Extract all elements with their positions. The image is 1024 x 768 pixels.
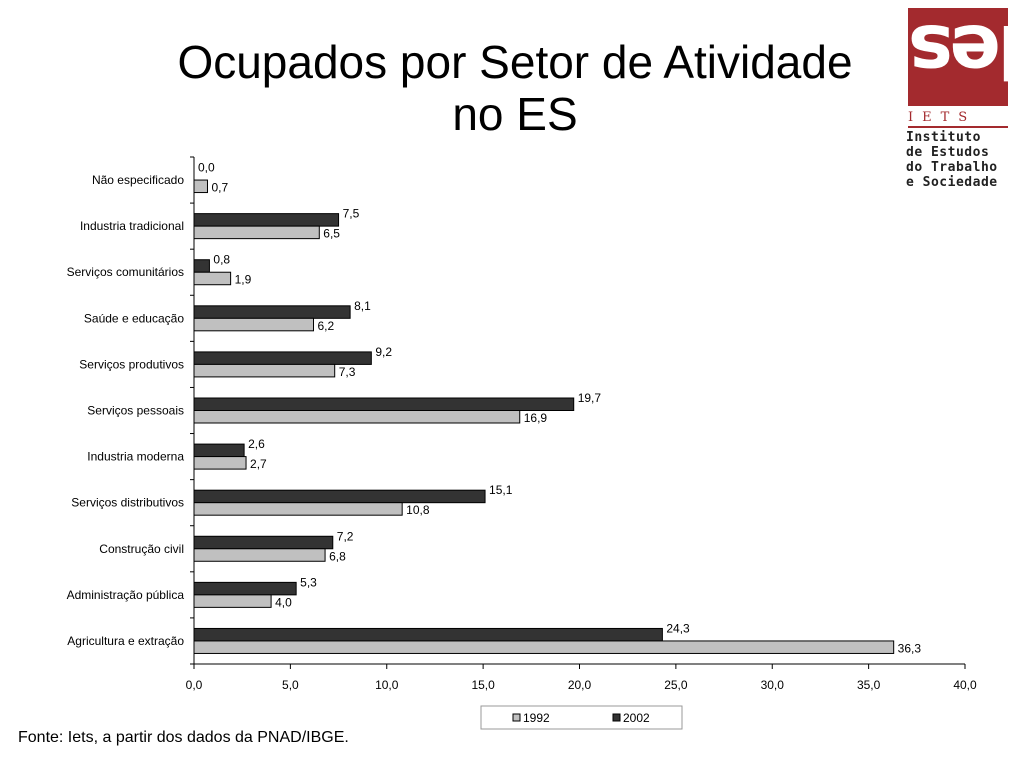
data-label-2002: 7,5 — [343, 207, 360, 221]
x-tick-label: 25,0 — [664, 678, 688, 692]
bar-2002 — [193, 351, 372, 365]
data-label-2002: 19,7 — [578, 391, 602, 405]
data-label-1992: 7,3 — [339, 365, 356, 379]
category-label: Agricultura e extração — [67, 634, 184, 648]
category-label: Industria moderna — [87, 450, 184, 464]
legend-swatch-1992 — [512, 713, 521, 722]
legend — [480, 705, 683, 730]
x-tick-label: 40,0 — [953, 678, 977, 692]
data-label-2002: 7,2 — [337, 529, 354, 543]
bar-2002 — [193, 581, 297, 596]
legend-label-2002: 2002 — [623, 711, 650, 725]
bar-1992 — [193, 410, 521, 424]
x-tick-label: 15,0 — [471, 678, 495, 692]
bar-1992 — [193, 502, 403, 516]
bar-2002 — [193, 535, 334, 550]
data-label-1992: 1,9 — [235, 273, 252, 287]
data-label-2002: 5,3 — [300, 575, 317, 589]
iets-logo-mark: Ies — [908, 8, 1008, 106]
bar-2002 — [193, 397, 575, 411]
x-tick-label: 30,0 — [761, 678, 785, 692]
bar-2002 — [193, 213, 340, 227]
x-tick-label: 0,0 — [186, 678, 203, 692]
data-label-1992: 10,8 — [406, 503, 430, 517]
bar-1992 — [193, 363, 336, 378]
data-label-2002: 24,3 — [666, 621, 690, 635]
data-label-1992: 2,7 — [250, 457, 267, 471]
logo-name-line: e Sociedade — [906, 175, 998, 190]
legend-swatch-2002 — [612, 713, 621, 722]
logo-full-name: Instituto de Estudos do Trabalho e Socie… — [906, 130, 998, 190]
category-label: Serviços distributivos — [71, 496, 184, 510]
bar-1992 — [193, 548, 326, 562]
category-label: Serviços produtivos — [79, 357, 184, 371]
data-label-2002: 9,2 — [375, 345, 392, 359]
logo-name-line: Instituto — [906, 130, 981, 145]
chart-title-line1: Ocupados por Setor de Atividade — [177, 36, 853, 88]
data-label-1992: 36,3 — [898, 641, 922, 655]
bar-1992 — [193, 179, 208, 194]
category-label: Serviços pessoais — [87, 404, 184, 418]
x-tick-label: 35,0 — [857, 678, 881, 692]
bar-1992 — [193, 225, 320, 240]
bar-2002 — [193, 259, 210, 273]
bar-1992 — [193, 317, 315, 332]
category-label: Industria tradicional — [80, 219, 184, 233]
legend-label-1992: 1992 — [523, 711, 550, 725]
category-label: Saúde e educação — [84, 311, 184, 325]
data-label-1992: 16,9 — [524, 411, 548, 425]
data-label-1992: 6,5 — [323, 227, 340, 241]
x-tick-label: 5,0 — [282, 678, 299, 692]
logo-abbr: IETS — [908, 110, 977, 125]
data-label-2002: 0,8 — [213, 253, 230, 267]
data-label-2002: 0,0 — [198, 161, 215, 175]
data-label-1992: 6,2 — [318, 319, 335, 333]
chart-title: Ocupados por Setor de Atividade no ES — [100, 36, 930, 140]
bar-1992 — [193, 271, 232, 286]
x-tick-label: 20,0 — [568, 678, 592, 692]
bar-2002 — [193, 443, 245, 458]
logo-rule — [908, 126, 1008, 128]
data-label-1992: 4,0 — [275, 595, 292, 609]
data-label-1992: 6,8 — [329, 549, 346, 563]
category-label: Não especificado — [92, 173, 184, 187]
category-label: Construção civil — [99, 542, 184, 556]
source-note: Fonte: Iets, a partir dos dados da PNAD/… — [18, 729, 349, 746]
data-label-2002: 2,6 — [248, 437, 265, 451]
logo-name-line: do Trabalho — [906, 160, 998, 175]
bar-2002 — [193, 489, 486, 504]
bar-1992 — [193, 594, 272, 608]
category-label: Serviços comunitários — [67, 265, 184, 279]
chart-title-line2: no ES — [452, 88, 578, 140]
x-tick-label: 10,0 — [375, 678, 399, 692]
bar-1992 — [193, 456, 247, 470]
bar-1992 — [193, 640, 895, 654]
bar-2002 — [193, 627, 663, 642]
category-label: Administração pública — [67, 588, 185, 602]
data-label-1992: 0,7 — [211, 181, 228, 195]
bar-2002 — [193, 305, 351, 319]
data-label-2002: 15,1 — [489, 483, 513, 497]
logo-name-line: de Estudos — [906, 145, 990, 160]
iets-logo: Ies IETS Instituto de Estudos do Trabalh… — [906, 8, 1010, 198]
data-label-2002: 8,1 — [354, 299, 371, 313]
